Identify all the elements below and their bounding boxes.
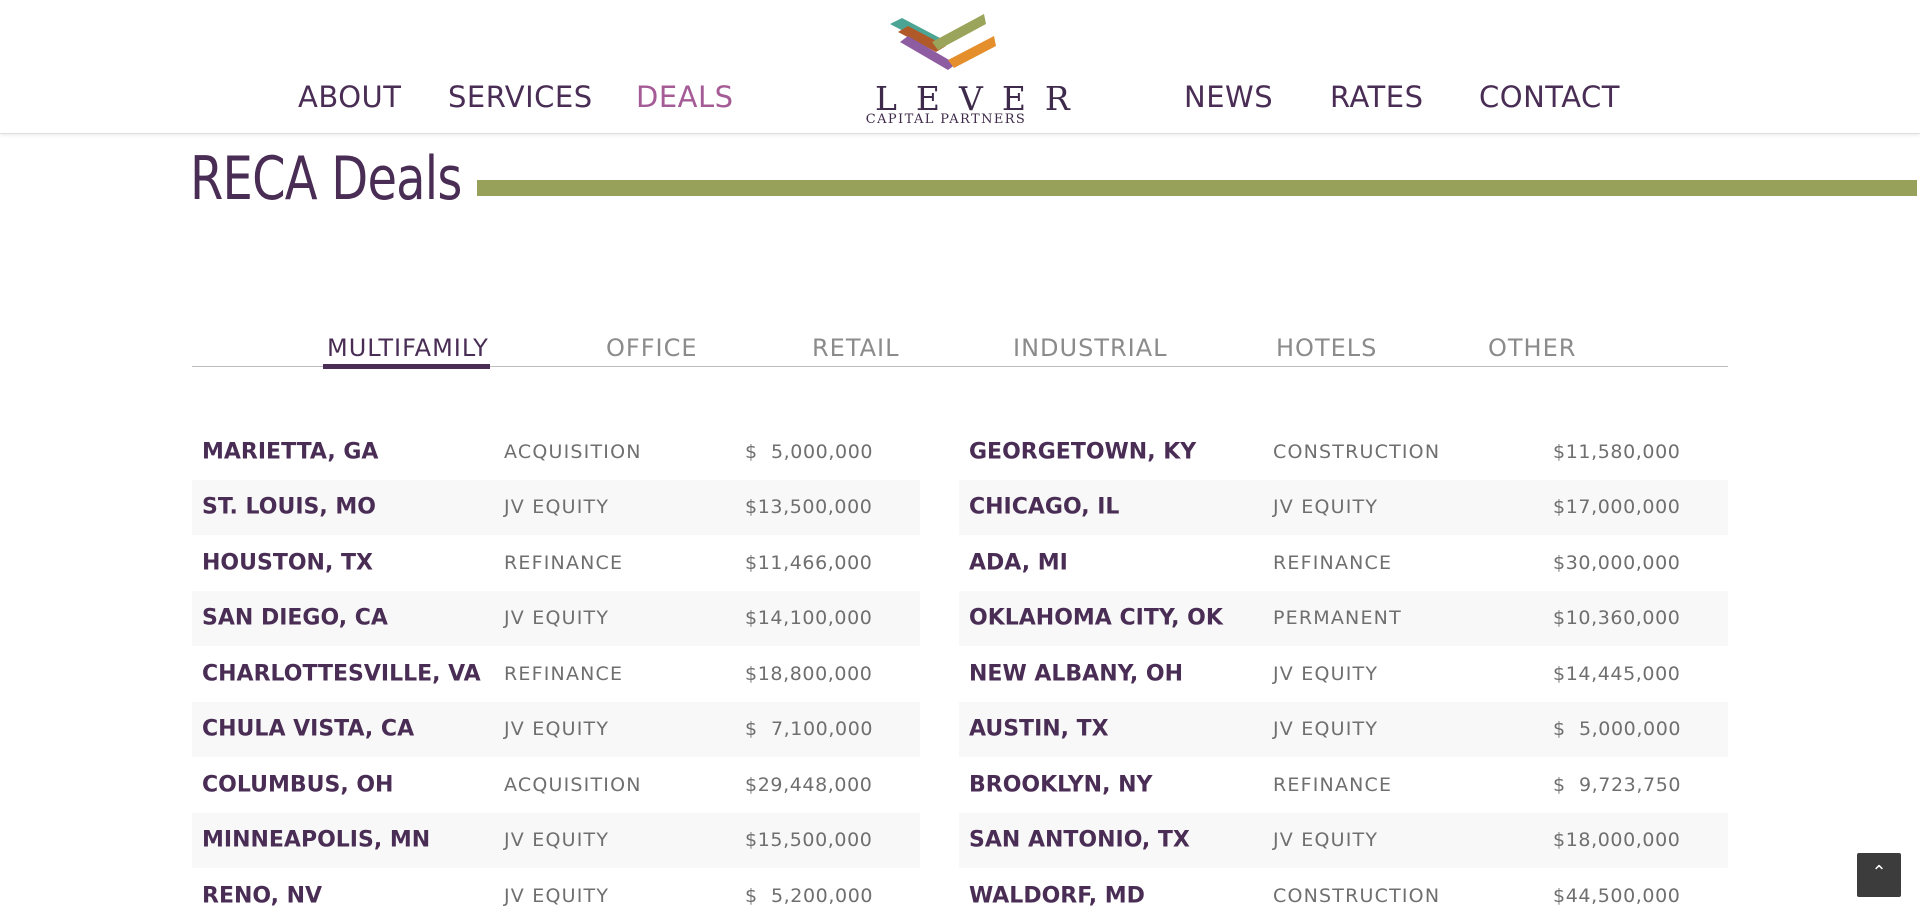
table-row: NEW ALBANY, OH JV EQUITY $14,445,000 xyxy=(959,646,1728,702)
deal-amount: $17,000,000 xyxy=(1553,496,1681,519)
deal-type: ACQUISITION xyxy=(504,773,642,796)
deal-city: HOUSTON, TX xyxy=(202,550,373,576)
deal-city: ADA, MI xyxy=(969,550,1068,576)
page-title: RECA Deals xyxy=(190,144,462,214)
nav-contact[interactable]: CONTACT xyxy=(1479,80,1621,114)
nav-rates[interactable]: RATES xyxy=(1330,80,1424,114)
logo-wordmark: LEVER xyxy=(875,79,1089,118)
tab-other[interactable]: OTHER xyxy=(1488,334,1577,362)
deal-city: MARIETTA, GA xyxy=(202,439,379,465)
deal-amount: $30,000,000 xyxy=(1553,551,1681,574)
table-row: HOUSTON, TX REFINANCE $11,466,000 xyxy=(192,535,920,591)
tab-office[interactable]: OFFICE xyxy=(606,334,698,362)
home-logo-link[interactable]: LEVER CAPITAL PARTNERS xyxy=(856,12,1089,130)
title-divider xyxy=(477,180,1917,196)
deal-type: JV EQUITY xyxy=(504,718,610,741)
deal-type: JV EQUITY xyxy=(504,607,610,630)
deal-city: CHULA VISTA, CA xyxy=(202,716,415,742)
deal-type: CONSTRUCTION xyxy=(1273,884,1441,907)
deal-city: CHICAGO, IL xyxy=(969,494,1120,520)
table-row: CHULA VISTA, CA JV EQUITY $ 7,100,000 xyxy=(192,701,920,757)
deal-city: SAN ANTONIO, TX xyxy=(969,827,1190,853)
table-row: AUSTIN, TX JV EQUITY $ 5,000,000 xyxy=(959,701,1728,757)
tab-retail[interactable]: RETAIL xyxy=(812,334,900,362)
deal-amount: $11,466,000 xyxy=(745,551,873,574)
deal-amount: $ 7,100,000 xyxy=(745,718,874,741)
table-row: SAN DIEGO, CA JV EQUITY $14,100,000 xyxy=(192,590,920,646)
deal-city: ST. LOUIS, MO xyxy=(202,494,376,520)
table-row: CHICAGO, IL JV EQUITY $17,000,000 xyxy=(959,479,1728,535)
deal-type: JV EQUITY xyxy=(1273,718,1379,741)
back-to-top-button[interactable]: ⌃ xyxy=(1857,853,1901,897)
table-row: COLUMBUS, OH ACQUISITION $29,448,000 xyxy=(192,757,920,813)
logo-tagline: CAPITAL PARTNERS xyxy=(865,112,1027,127)
deal-amount: $18,800,000 xyxy=(745,662,873,685)
deal-type: JV EQUITY xyxy=(504,884,610,907)
table-row: WALDORF, MD CONSTRUCTION $44,500,000 xyxy=(959,868,1728,924)
deal-type: REFINANCE xyxy=(504,662,624,685)
deal-city: SAN DIEGO, CA xyxy=(202,605,388,631)
active-tab-indicator xyxy=(323,364,490,369)
deal-amount: $ 9,723,750 xyxy=(1553,773,1682,796)
deal-amount: $29,448,000 xyxy=(745,773,873,796)
table-row: SAN ANTONIO, TX JV EQUITY $18,000,000 xyxy=(959,812,1728,868)
deal-city: RENO, NV xyxy=(202,883,323,909)
deal-type: JV EQUITY xyxy=(1273,662,1379,685)
deal-amount: $44,500,000 xyxy=(1553,884,1681,907)
site-header: ABOUT SERVICES DEALS NEWS RATES CONTACT … xyxy=(0,0,1920,134)
table-row: GEORGETOWN, KY CONSTRUCTION $11,580,000 xyxy=(959,424,1728,480)
chevron-up-icon: ⌃ xyxy=(1871,862,1887,883)
nav-news[interactable]: NEWS xyxy=(1184,80,1274,114)
deal-type: ACQUISITION xyxy=(504,440,642,463)
deal-amount: $ 5,000,000 xyxy=(745,440,874,463)
deal-amount: $15,500,000 xyxy=(745,829,873,852)
lever-logo-mark xyxy=(890,14,996,70)
deal-type: PERMANENT xyxy=(1273,607,1402,630)
deal-type: JV EQUITY xyxy=(1273,829,1379,852)
deal-city: AUSTIN, TX xyxy=(969,716,1109,742)
tab-hotels[interactable]: HOTELS xyxy=(1276,334,1378,362)
deal-city: WALDORF, MD xyxy=(969,883,1145,909)
deals-table-left: MARIETTA, GA ACQUISITION $ 5,000,000 ST.… xyxy=(192,424,920,924)
deal-city: OKLAHOMA CITY, OK xyxy=(969,605,1223,631)
nav-deals[interactable]: DEALS xyxy=(636,80,734,114)
deal-amount: $10,360,000 xyxy=(1553,607,1681,630)
deal-city: COLUMBUS, OH xyxy=(202,772,394,798)
deal-amount: $ 5,000,000 xyxy=(1553,718,1682,741)
deal-type: JV EQUITY xyxy=(504,829,610,852)
tabs-baseline xyxy=(192,366,1728,367)
deal-amount: $14,445,000 xyxy=(1553,662,1681,685)
deal-type: JV EQUITY xyxy=(504,496,610,519)
nav-about[interactable]: ABOUT xyxy=(298,80,402,114)
deal-amount: $ 5,200,000 xyxy=(745,884,874,907)
deal-type: REFINANCE xyxy=(1273,773,1393,796)
deal-amount: $14,100,000 xyxy=(745,607,873,630)
table-row: ADA, MI REFINANCE $30,000,000 xyxy=(959,535,1728,591)
deal-type: CONSTRUCTION xyxy=(1273,440,1441,463)
deal-amount: $13,500,000 xyxy=(745,496,873,519)
deals-table-right: GEORGETOWN, KY CONSTRUCTION $11,580,000 … xyxy=(959,424,1728,924)
tab-industrial[interactable]: INDUSTRIAL xyxy=(1013,334,1168,362)
table-row: MARIETTA, GA ACQUISITION $ 5,000,000 xyxy=(192,424,920,480)
deal-city: CHARLOTTESVILLE, VA xyxy=(202,661,481,687)
deal-type: REFINANCE xyxy=(1273,551,1393,574)
table-row: MINNEAPOLIS, MN JV EQUITY $15,500,000 xyxy=(192,812,920,868)
deal-amount: $11,580,000 xyxy=(1553,440,1681,463)
table-row: CHARLOTTESVILLE, VA REFINANCE $18,800,00… xyxy=(192,646,920,702)
table-row: BROOKLYN, NY REFINANCE $ 9,723,750 xyxy=(959,757,1728,813)
deal-city: MINNEAPOLIS, MN xyxy=(202,827,431,853)
nav-services[interactable]: SERVICES xyxy=(448,80,593,114)
deal-city: BROOKLYN, NY xyxy=(969,772,1153,798)
table-row: ST. LOUIS, MO JV EQUITY $13,500,000 xyxy=(192,479,920,535)
deal-amount: $18,000,000 xyxy=(1553,829,1681,852)
table-row: RENO, NV JV EQUITY $ 5,200,000 xyxy=(192,868,920,924)
deal-city: NEW ALBANY, OH xyxy=(969,661,1184,687)
table-row: OKLAHOMA CITY, OK PERMANENT $10,360,000 xyxy=(959,590,1728,646)
deal-type: REFINANCE xyxy=(504,551,624,574)
deal-city: GEORGETOWN, KY xyxy=(969,439,1197,465)
tab-multifamily[interactable]: MULTIFAMILY xyxy=(327,334,489,362)
deal-type: JV EQUITY xyxy=(1273,496,1379,519)
